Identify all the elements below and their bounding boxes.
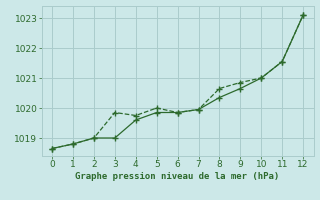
X-axis label: Graphe pression niveau de la mer (hPa): Graphe pression niveau de la mer (hPa): [76, 172, 280, 181]
